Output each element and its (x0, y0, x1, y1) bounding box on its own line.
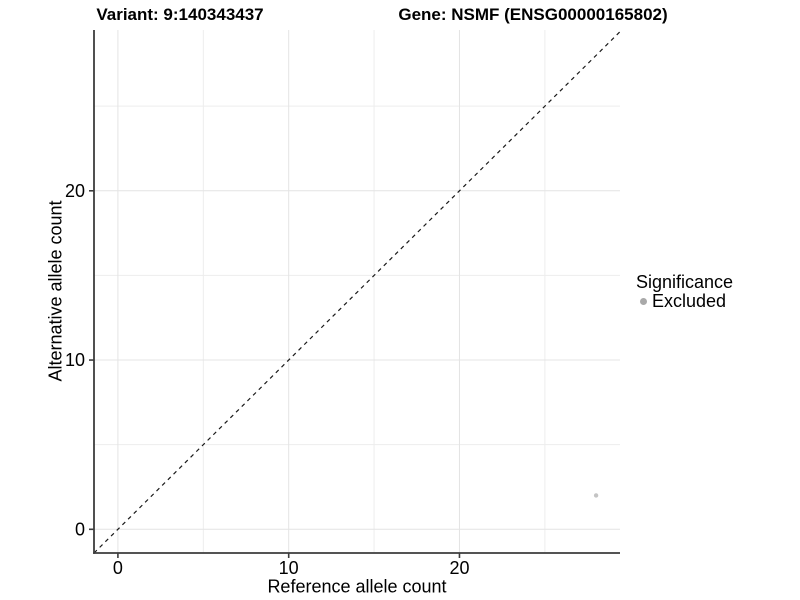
legend-item-label: Excluded (652, 291, 727, 311)
tick-marks (89, 189, 461, 558)
minor-gridlines (94, 30, 620, 553)
major-gridlines (94, 30, 620, 553)
svg-text:20: 20 (65, 181, 85, 201)
svg-text:10: 10 (279, 558, 299, 578)
y-axis-title: Alternative allele count (45, 200, 66, 382)
svg-text:20: 20 (449, 558, 469, 578)
svg-text:0: 0 (113, 558, 123, 578)
x-tick-labels: 0 10 20 (113, 558, 470, 578)
legend-point-icon (640, 298, 647, 305)
series-excluded (593, 493, 599, 498)
x-axis-title: Reference allele count (267, 576, 447, 597)
axis-lines (93, 30, 620, 554)
svg-text:0: 0 (75, 519, 85, 539)
variant-title: Variant: 9:140343437 (96, 5, 264, 24)
svg-text:10: 10 (65, 350, 85, 370)
identity-line (93, 31, 621, 554)
y-tick-labels: 0 10 20 (65, 181, 85, 540)
gene-title: Gene: NSMF (ENSG00000165802) (398, 5, 668, 24)
legend-item-excluded: Excluded (636, 292, 733, 311)
data-point (593, 493, 599, 498)
legend: Significance Excluded (636, 273, 733, 311)
legend-title: Significance (636, 272, 734, 292)
